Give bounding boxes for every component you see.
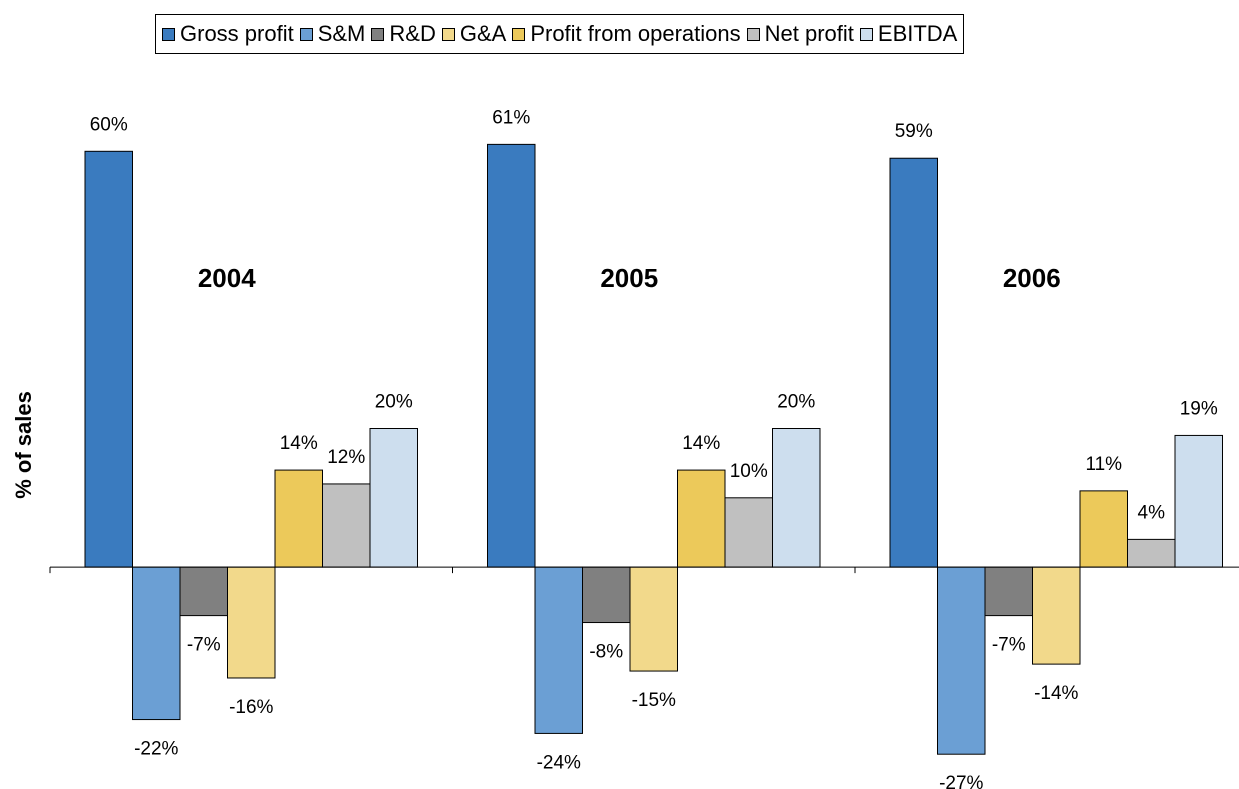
legend-swatch: [859, 27, 873, 41]
legend-item: EBITDA: [859, 21, 958, 47]
legend-label: S&M: [317, 21, 366, 46]
data-label: -27%: [939, 773, 983, 789]
bar: [487, 143, 536, 568]
category-label: 2006: [1003, 263, 1061, 293]
bar: [937, 566, 986, 755]
data-label: -8%: [589, 642, 623, 663]
legend-label: R&D: [389, 21, 436, 46]
bar: [179, 566, 228, 617]
bar: [534, 566, 583, 734]
legend-label: Profit from operations: [530, 21, 741, 46]
bar: [772, 428, 821, 568]
data-label: -7%: [187, 635, 221, 656]
bar: [677, 469, 726, 568]
legend: Gross profit S&M R&D G&A Profit from operati…: [155, 14, 965, 54]
legend-item: Profit from operations: [512, 21, 741, 47]
legend-swatch: [441, 27, 455, 41]
data-label: 10%: [730, 461, 768, 482]
legend-item: Gross profit: [162, 21, 294, 47]
legend-label: Net profit: [764, 21, 854, 46]
legend-swatch: [746, 27, 760, 41]
legend-swatch: [162, 27, 175, 41]
category-label: 2004: [198, 263, 256, 293]
data-label: 14%: [280, 433, 318, 454]
data-label: 4%: [1138, 502, 1166, 523]
legend-item: S&M: [299, 21, 366, 47]
bar: [132, 566, 181, 721]
legend-label: EBITDA: [877, 21, 958, 46]
category-label: 2005: [600, 263, 658, 293]
bar: [84, 150, 133, 568]
bar: [1127, 538, 1176, 568]
data-label: 14%: [682, 433, 720, 454]
data-label: -7%: [992, 635, 1026, 656]
bar: [984, 566, 1033, 617]
legend-item: Net profit: [746, 21, 854, 47]
legend-swatch: [512, 27, 526, 41]
data-label: 20%: [777, 392, 815, 413]
bar: [227, 566, 276, 679]
legend-swatch: [299, 27, 313, 41]
bar: [629, 566, 678, 672]
legend-label: Gross profit: [180, 21, 294, 46]
bar: [889, 157, 938, 568]
data-label: -14%: [1034, 683, 1078, 704]
data-label: 61%: [492, 107, 530, 128]
bar: [1032, 566, 1081, 665]
bar: [1079, 490, 1128, 568]
data-label: 19%: [1180, 398, 1218, 419]
data-label: -16%: [229, 697, 273, 718]
data-label: -24%: [537, 752, 581, 773]
bar: [1174, 434, 1223, 568]
bar: [724, 497, 773, 568]
data-label: 12%: [327, 447, 365, 468]
data-label: -15%: [632, 690, 676, 711]
legend-swatch: [371, 27, 385, 41]
bar: [369, 428, 418, 568]
legend-item: G&A: [441, 21, 507, 47]
bar: [322, 483, 371, 568]
bar: [582, 566, 631, 624]
data-label: 59%: [895, 121, 933, 142]
data-label: 20%: [375, 392, 413, 413]
bar: [274, 469, 323, 568]
data-label: 11%: [1085, 454, 1122, 475]
y-axis-label: % of sales: [11, 391, 36, 499]
legend-item: R&D: [371, 21, 436, 47]
data-label: -22%: [134, 739, 178, 760]
legend-label: G&A: [459, 21, 507, 46]
data-label: 60%: [90, 114, 128, 135]
